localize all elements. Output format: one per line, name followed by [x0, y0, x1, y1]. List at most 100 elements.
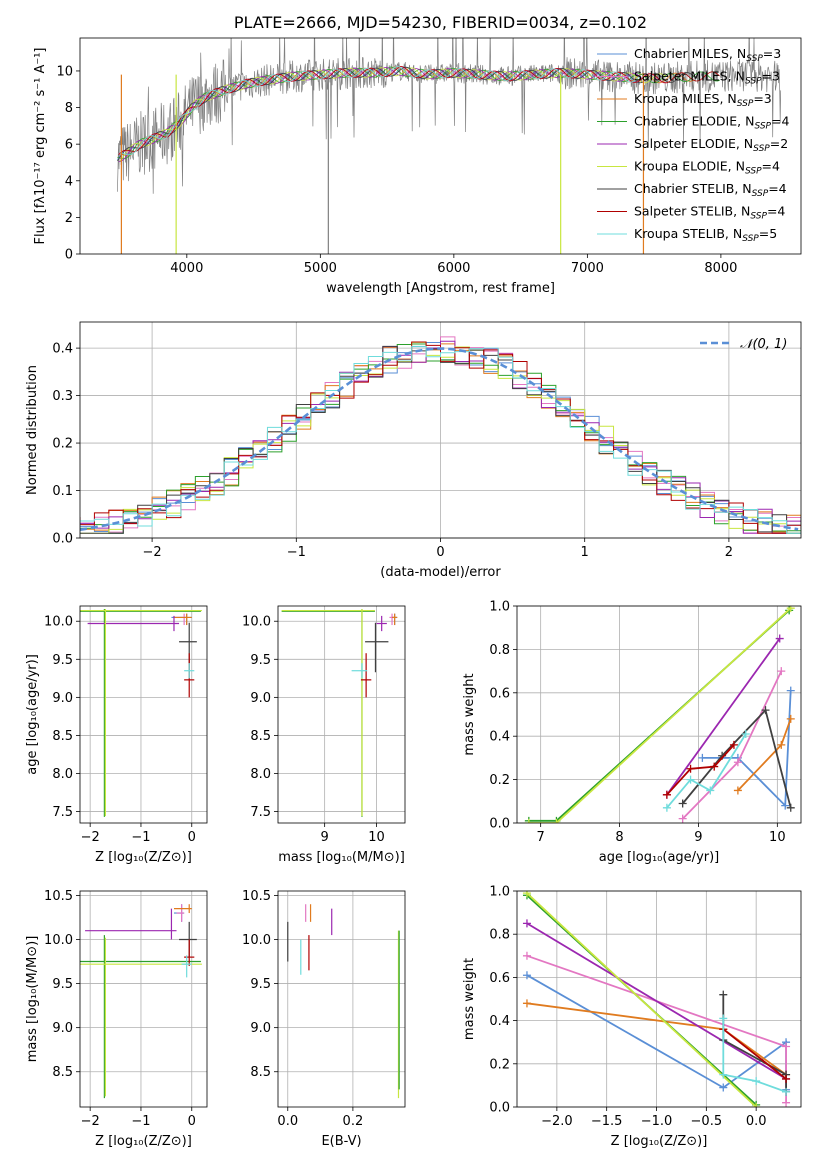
y-tick-label: 10.0: [242, 615, 271, 630]
y-tick-label: 8.5: [52, 1065, 73, 1080]
y-tick-label: 0.1: [52, 484, 73, 499]
x-axis-label: Z [log₁₀(Z/Z⊙)]: [95, 850, 192, 865]
series-marker: [719, 990, 728, 999]
y-axis-label: mass [log₁₀(M/M⊙)]: [25, 936, 40, 1063]
y-axis-label: mass weight: [462, 958, 477, 1040]
y-tick-label: 0.4: [52, 342, 73, 357]
y-tick-label: 7.5: [52, 805, 73, 820]
errorbar-point: [80, 935, 201, 1099]
x-tick-label: 0: [436, 545, 444, 560]
y-tick-label: 9.0: [52, 691, 73, 706]
model-spectrum-6: [117, 66, 695, 162]
series-line-8: [666, 733, 747, 809]
x-tick-label: 0.0: [277, 1114, 298, 1129]
mass-vs-EBV-axes: 0.0 0.2 8.5 9.0 9.5 10.0 10.5 E(B-V): [242, 889, 405, 1149]
errorbar-point: [85, 908, 177, 940]
age-vs-Z-axes: −2 −1 0 7.5 8.0 8.5 9.0 9.5 10.0 Z [log₁₀(Z/Z⊙)] a…: [25, 606, 207, 865]
spectrum-legend: Chabrier MILES, NSSP=3 Salpeter MILES, NS…: [597, 46, 789, 244]
y-tick-label: 8: [65, 101, 73, 116]
y-tick-label: 9.0: [52, 1021, 73, 1036]
y-tick-label: 8.5: [250, 1065, 271, 1080]
series-marker: [524, 819, 533, 823]
errorbar-point: [389, 613, 395, 626]
errorbar-point: [376, 615, 387, 632]
legend-label: Chabrier ELODIE, NSSP=4: [634, 114, 789, 132]
series-marker: [733, 786, 742, 795]
series-marker: [786, 803, 795, 812]
mass-vs-EBV-frame: [277, 890, 406, 1108]
y-tick-label: 0.3: [52, 389, 73, 404]
errorbar-point: [179, 622, 197, 673]
x-axis-label: E(B-V): [321, 1134, 361, 1149]
x-tick-label: 8: [615, 830, 623, 845]
series-marker: [710, 762, 719, 771]
series-marker: [662, 790, 671, 799]
mass-vs-EBV-plot: [287, 904, 400, 1099]
observed-spectrum: [117, 38, 782, 194]
model-spectrum-8: [120, 66, 642, 156]
errorbar-point: [173, 613, 192, 626]
series-marker: [782, 1042, 791, 1051]
series-line-7: [722, 1028, 787, 1080]
age-vs-Z-frame: [79, 605, 208, 824]
series-marker: [522, 891, 531, 898]
mass-vs-Z-frame: [79, 890, 208, 1108]
series-line-4: [526, 922, 787, 1080]
y-tick-label: 8.0: [52, 767, 73, 782]
series-marker: [662, 803, 671, 812]
y-tick-label: 0.2: [489, 773, 510, 788]
series-marker: [552, 819, 561, 823]
histogram-5: [80, 341, 801, 534]
legend-label: Salpeter STELIB, NSSP=4: [634, 204, 785, 222]
x-tick-label: 0.0: [746, 1114, 767, 1129]
errorbar-point: [80, 609, 201, 817]
errorbar-point: [360, 653, 372, 698]
y-tick-label: 0.8: [489, 643, 510, 658]
series-marker: [786, 606, 795, 613]
x-tick-label: 4000: [170, 261, 203, 276]
y-tick-label: 10.5: [44, 889, 73, 904]
errorbar-point: [281, 609, 375, 817]
x-tick-label: −2: [143, 545, 162, 560]
series-marker: [777, 740, 786, 749]
errorbar-point: [80, 609, 202, 817]
x-tick-label: 0: [188, 830, 196, 845]
errorbar-point: [87, 615, 180, 632]
age-vs-mass-axes: 9 10 7.5 8.0 8.5 9.0 9.5 10.0 mass [log₁₀(M/M⊙)]: [242, 606, 405, 865]
y-tick-label: 9.5: [250, 977, 271, 992]
y-tick-label: 0.6: [489, 686, 510, 701]
y-tick-label: 8.0: [250, 767, 271, 782]
errorbar-point: [173, 904, 192, 914]
x-tick-label: −1.0: [641, 1114, 673, 1129]
y-tick-label: 9.5: [52, 653, 73, 668]
x-tick-label: 0: [188, 1114, 196, 1129]
spectrum-frame: [79, 37, 802, 255]
y-axis-label: age [log₁₀(age/yr)]: [25, 654, 40, 775]
series-marker: [752, 1103, 761, 1107]
series-line-8: [722, 1018, 787, 1093]
series-marker: [522, 971, 531, 980]
residuals-plot: [80, 336, 801, 534]
x-tick-label: 10: [368, 830, 385, 845]
errorbar-point: [281, 609, 375, 817]
y-tick-label: 9.5: [52, 977, 73, 992]
series-marker: [752, 1077, 761, 1086]
series-marker: [782, 1074, 791, 1083]
errorbar-point: [176, 904, 185, 922]
y-tick-label: 2: [65, 211, 73, 226]
x-tick-label: −1: [287, 545, 306, 560]
mass-vs-Z-plot: [80, 904, 202, 1099]
y-tick-label: 9.0: [250, 1021, 271, 1036]
y-tick-label: 0.4: [489, 730, 510, 745]
x-tick-label: 9: [321, 830, 329, 845]
legend-label: Chabrier STELIB, NSSP=4: [634, 181, 787, 199]
series-marker: [733, 758, 742, 767]
y-tick-label: 0.8: [489, 928, 510, 943]
y-tick-label: 0.2: [489, 1057, 510, 1072]
x-tick-label: 8000: [704, 261, 737, 276]
series-marker: [782, 1087, 791, 1096]
y-tick-label: 0.6: [489, 971, 510, 986]
y-tick-label: 0.0: [489, 1101, 510, 1116]
x-axis-label: mass [log₁₀(M/M⊙)]: [278, 850, 405, 865]
